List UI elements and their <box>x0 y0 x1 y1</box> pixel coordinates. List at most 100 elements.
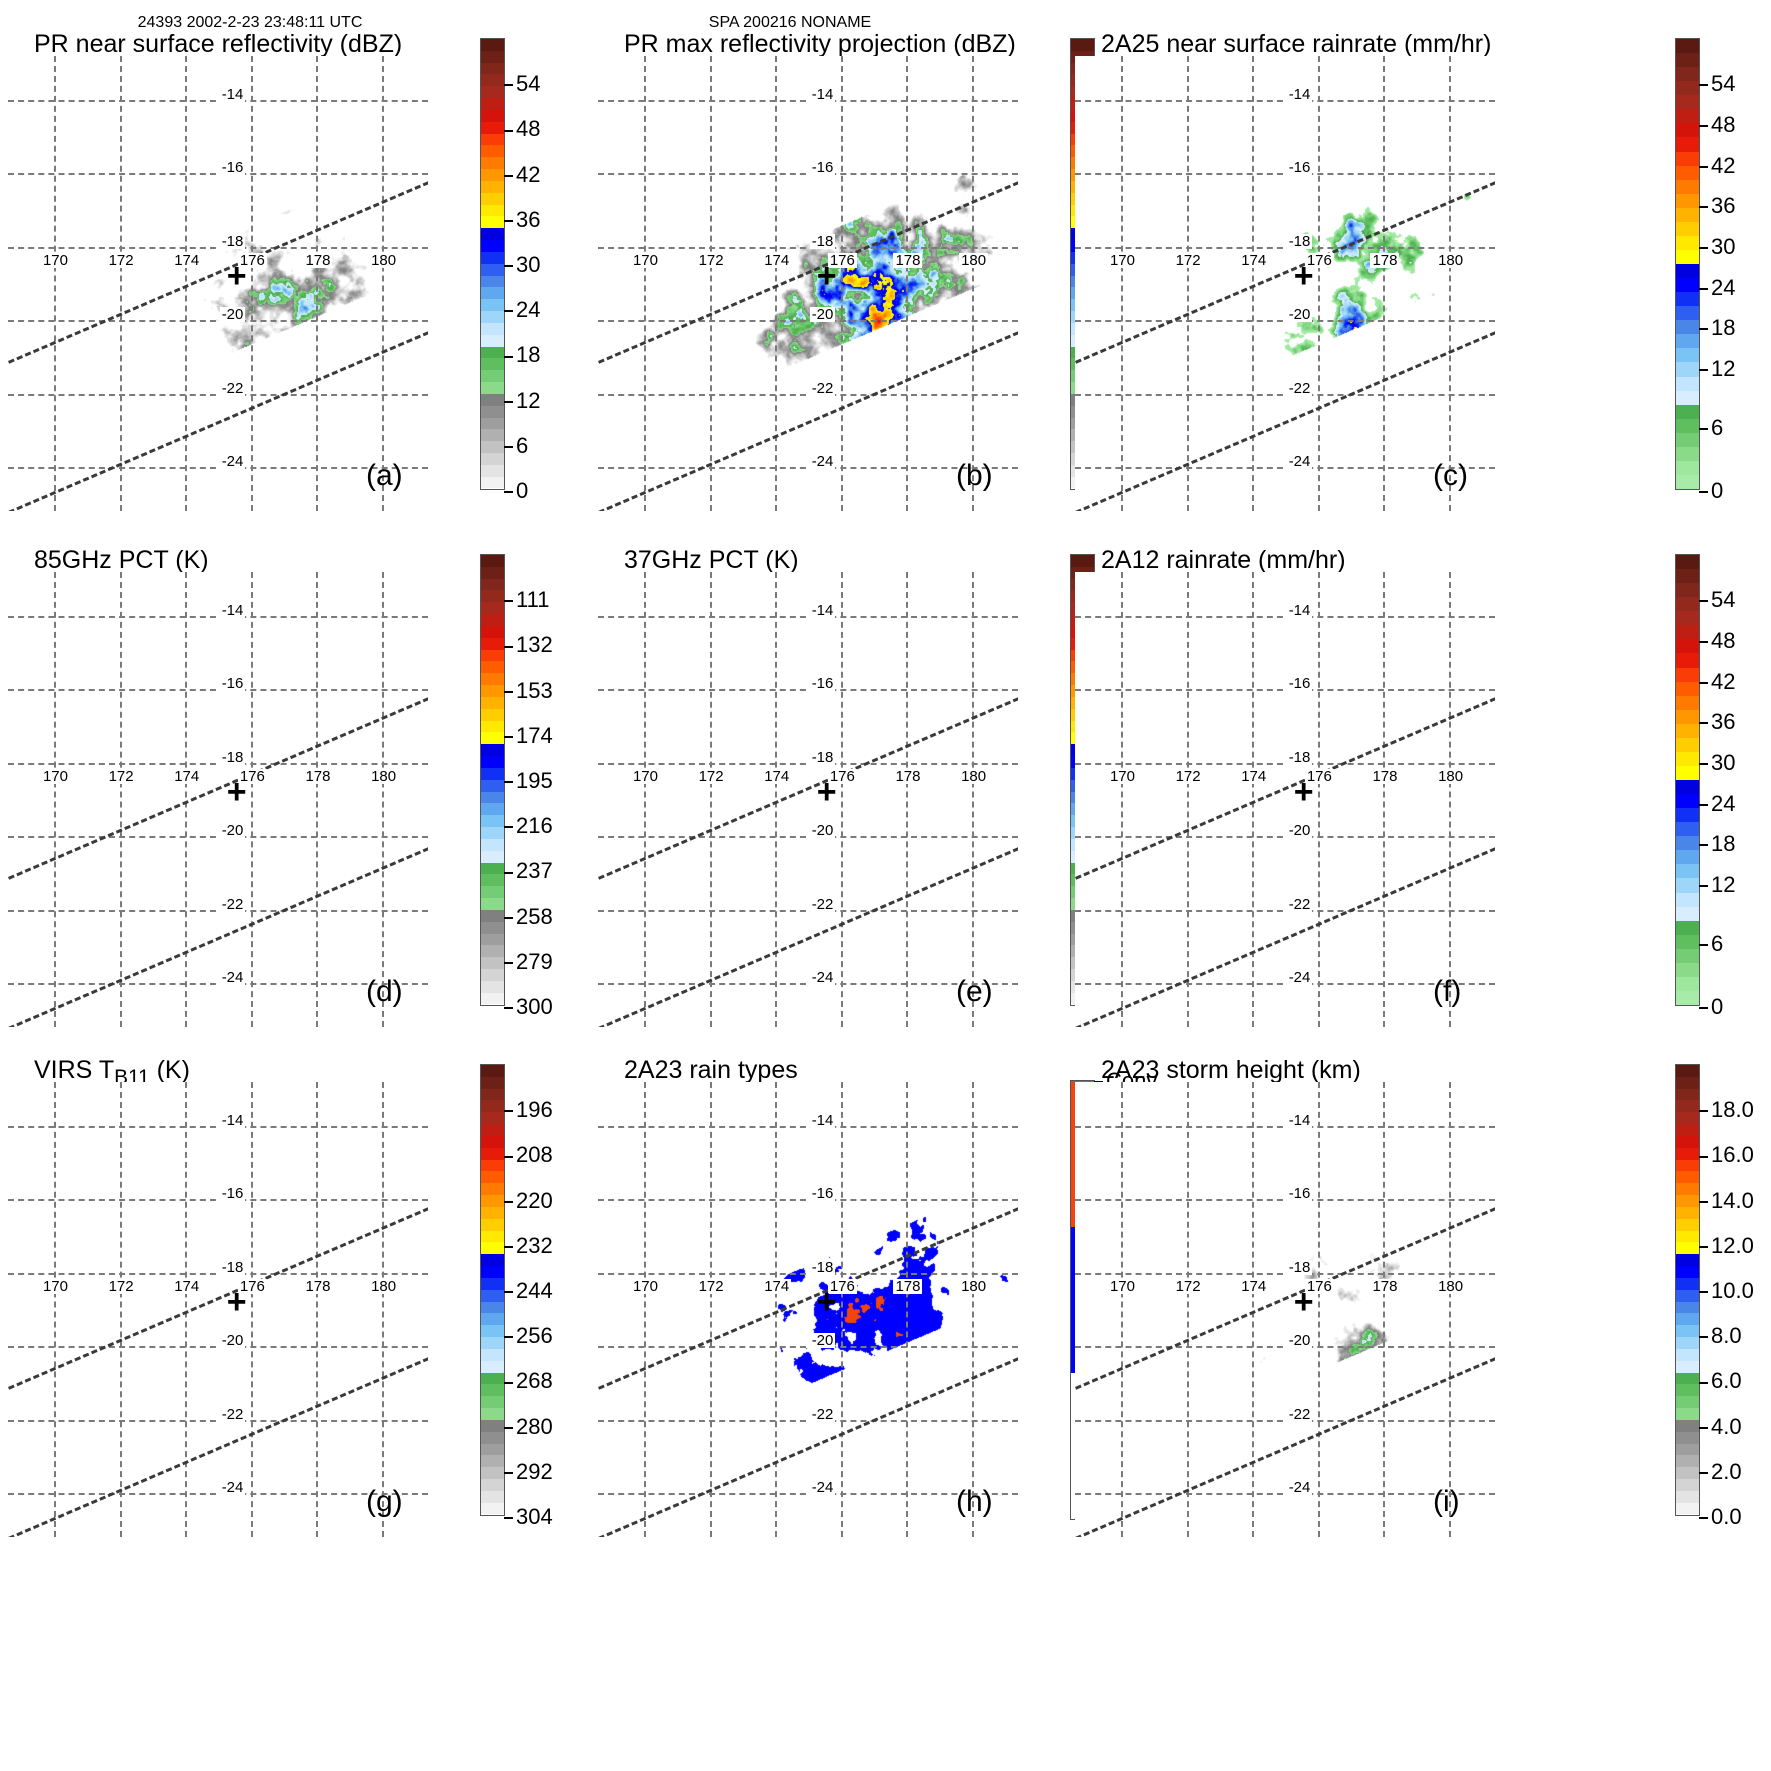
lat-tick-16: -16 <box>219 675 246 693</box>
lat-tick-22: -22 <box>219 1405 246 1423</box>
gridline-lon-176 <box>250 572 253 1027</box>
lon-tick-172: 172 <box>696 767 726 785</box>
colorbar-segment <box>481 1490 504 1503</box>
gridline-lat--22 <box>1075 909 1495 912</box>
gridline-lat--18 <box>598 246 1018 249</box>
gridline-lat--18 <box>1075 1272 1495 1275</box>
gridline-lat--24 <box>1075 466 1495 469</box>
map-panel-b[interactable]: 170 172 174 176 178 180 -14 -16 -18 -20 -22 -24 + <box>598 56 1018 511</box>
map-panel-e[interactable]: 170 172 174 176 178 180 -14 -16 -18 -20 -22 -24 + <box>598 572 1018 1027</box>
lat-tick-24: -24 <box>809 452 836 470</box>
colorbar-segment <box>1676 432 1699 447</box>
colorbar-segment <box>481 980 504 993</box>
colorbar-tick-d-5: 216 <box>504 815 553 837</box>
colorbar-segment <box>1676 109 1699 124</box>
gridline-lat--20 <box>1075 320 1495 323</box>
colorbar-tick-f-9: 0 <box>1699 996 1723 1018</box>
lat-tick-22: -22 <box>809 379 836 397</box>
panel-label-c: (c) <box>1433 459 1468 492</box>
colorbar-f: 54 48 42 36 30 24 18 12 6 0 <box>1675 554 1735 1018</box>
colorbar-segment <box>481 673 504 686</box>
colorbar-segment <box>1676 653 1699 668</box>
colorbar-segment <box>1676 555 1699 570</box>
gridline-lon-172 <box>1186 1082 1189 1537</box>
gridline-lon-178 <box>906 56 909 511</box>
colorbar-tick-c-2: 42 <box>1699 154 1735 177</box>
colorbar-segment <box>481 275 504 288</box>
colorbar-segment <box>1676 794 1699 809</box>
map-panel-a[interactable]: 170 172 174 176 178 180 -14 -16 -18 -20 -22 -24 + <box>8 56 428 511</box>
colorbar-segment <box>481 322 504 335</box>
map-panel-c[interactable]: 170 172 174 176 178 180 -14 -16 -18 -20 -22 -24 + <box>1075 56 1495 511</box>
colorbar-segment <box>1676 1218 1699 1231</box>
colorbar-segment <box>1676 264 1699 279</box>
colorbar-segment <box>481 1502 504 1515</box>
lat-tick-14: -14 <box>809 602 836 620</box>
gridline-lat--24 <box>598 466 1018 469</box>
data-field-g <box>8 1082 428 1537</box>
map-panel-i[interactable]: 170 172 174 176 178 180 -14 -16 -18 -20 -22 -24 + <box>1075 1082 1495 1537</box>
colorbar-tick-a-5: 24 <box>504 299 540 321</box>
lat-tick-16: -16 <box>1286 675 1313 693</box>
colorbar-tick-c-5: 24 <box>1699 276 1735 299</box>
panel-title-f: 2A12 rainrate (mm/hr) <box>1101 546 1346 574</box>
gridline-lat--18 <box>8 246 428 249</box>
gridline-lat--24 <box>8 466 428 469</box>
lon-tick-174: 174 <box>1239 251 1269 269</box>
colorbar-segment <box>1676 193 1699 208</box>
storm-center-marker: + <box>1293 1282 1314 1321</box>
colorbar-segment <box>481 921 504 934</box>
gridline-lat--14 <box>598 616 1018 619</box>
gridline-lon-174 <box>1252 56 1255 511</box>
colorbar-segment <box>1676 348 1699 363</box>
lon-tick-172: 172 <box>106 767 136 785</box>
colorbar-segment <box>1676 962 1699 977</box>
lon-tick-170: 170 <box>1107 767 1137 785</box>
gridline-lon-180 <box>382 572 385 1027</box>
lat-tick-20: -20 <box>219 1332 246 1350</box>
colorbar-segment <box>1676 625 1699 640</box>
colorbar-tick-f-5: 24 <box>1699 792 1735 815</box>
map-panel-h[interactable]: 170 172 174 176 178 180 -14 -16 -18 -20 -22 -24 + <box>598 1082 1018 1537</box>
colorbar-tick-g-6: 268 <box>504 1370 553 1392</box>
gridline-lat--16 <box>8 689 428 692</box>
lon-tick-174: 174 <box>172 251 202 269</box>
lat-tick-18: -18 <box>809 232 836 250</box>
storm-center-marker: + <box>816 1282 837 1321</box>
lon-tick-172: 172 <box>1173 767 1203 785</box>
map-panel-d[interactable]: 170 172 174 176 178 180 -14 -16 -18 -20 -22 -24 + <box>8 572 428 1027</box>
colorbar-segment <box>481 708 504 721</box>
storm-center-marker: + <box>816 772 837 811</box>
colorbar-segment <box>481 311 504 323</box>
lat-tick-24: -24 <box>219 1478 246 1496</box>
colorbar-segment <box>481 1372 504 1385</box>
storm-center-marker: + <box>226 1282 247 1321</box>
gridline-lon-178 <box>1383 1082 1386 1537</box>
colorbar-tick-c-3: 36 <box>1699 195 1735 217</box>
colorbar-segment <box>481 602 504 615</box>
lat-tick-14: -14 <box>219 602 246 620</box>
colorbar-segment <box>481 1230 504 1243</box>
colorbar-segment <box>1676 695 1699 710</box>
lon-tick-180: 180 <box>959 767 989 785</box>
colorbar-segment <box>1676 1325 1699 1338</box>
map-panel-f[interactable]: 170 172 174 176 178 180 -14 -16 -18 -20 -22 -24 + <box>1075 572 1495 1027</box>
gridline-lon-172 <box>709 572 712 1027</box>
gridline-lat--24 <box>598 982 1018 985</box>
colorbar-segment <box>481 614 504 626</box>
colorbar-segment <box>1676 569 1699 584</box>
lat-tick-24: -24 <box>1286 452 1313 470</box>
colorbar-tick-d-6: 237 <box>504 860 553 882</box>
gridline-lat--14 <box>598 1126 1018 1129</box>
map-panel-g[interactable]: 170 172 174 176 178 180 -14 -16 -18 -20 -22 -24 + <box>8 1082 428 1537</box>
colorbar-segment <box>1676 95 1699 110</box>
gridline-lat--14 <box>1075 1126 1495 1129</box>
gridline-lat--24 <box>1075 982 1495 985</box>
lat-tick-14: -14 <box>809 86 836 104</box>
colorbar-segment <box>481 838 504 851</box>
gridline-lat--20 <box>8 320 428 323</box>
lat-tick-16: -16 <box>1286 159 1313 177</box>
colorbar-tick-f-4: 30 <box>1699 751 1735 774</box>
lon-tick-180: 180 <box>1436 1277 1466 1295</box>
colorbar-segment <box>481 1443 504 1456</box>
